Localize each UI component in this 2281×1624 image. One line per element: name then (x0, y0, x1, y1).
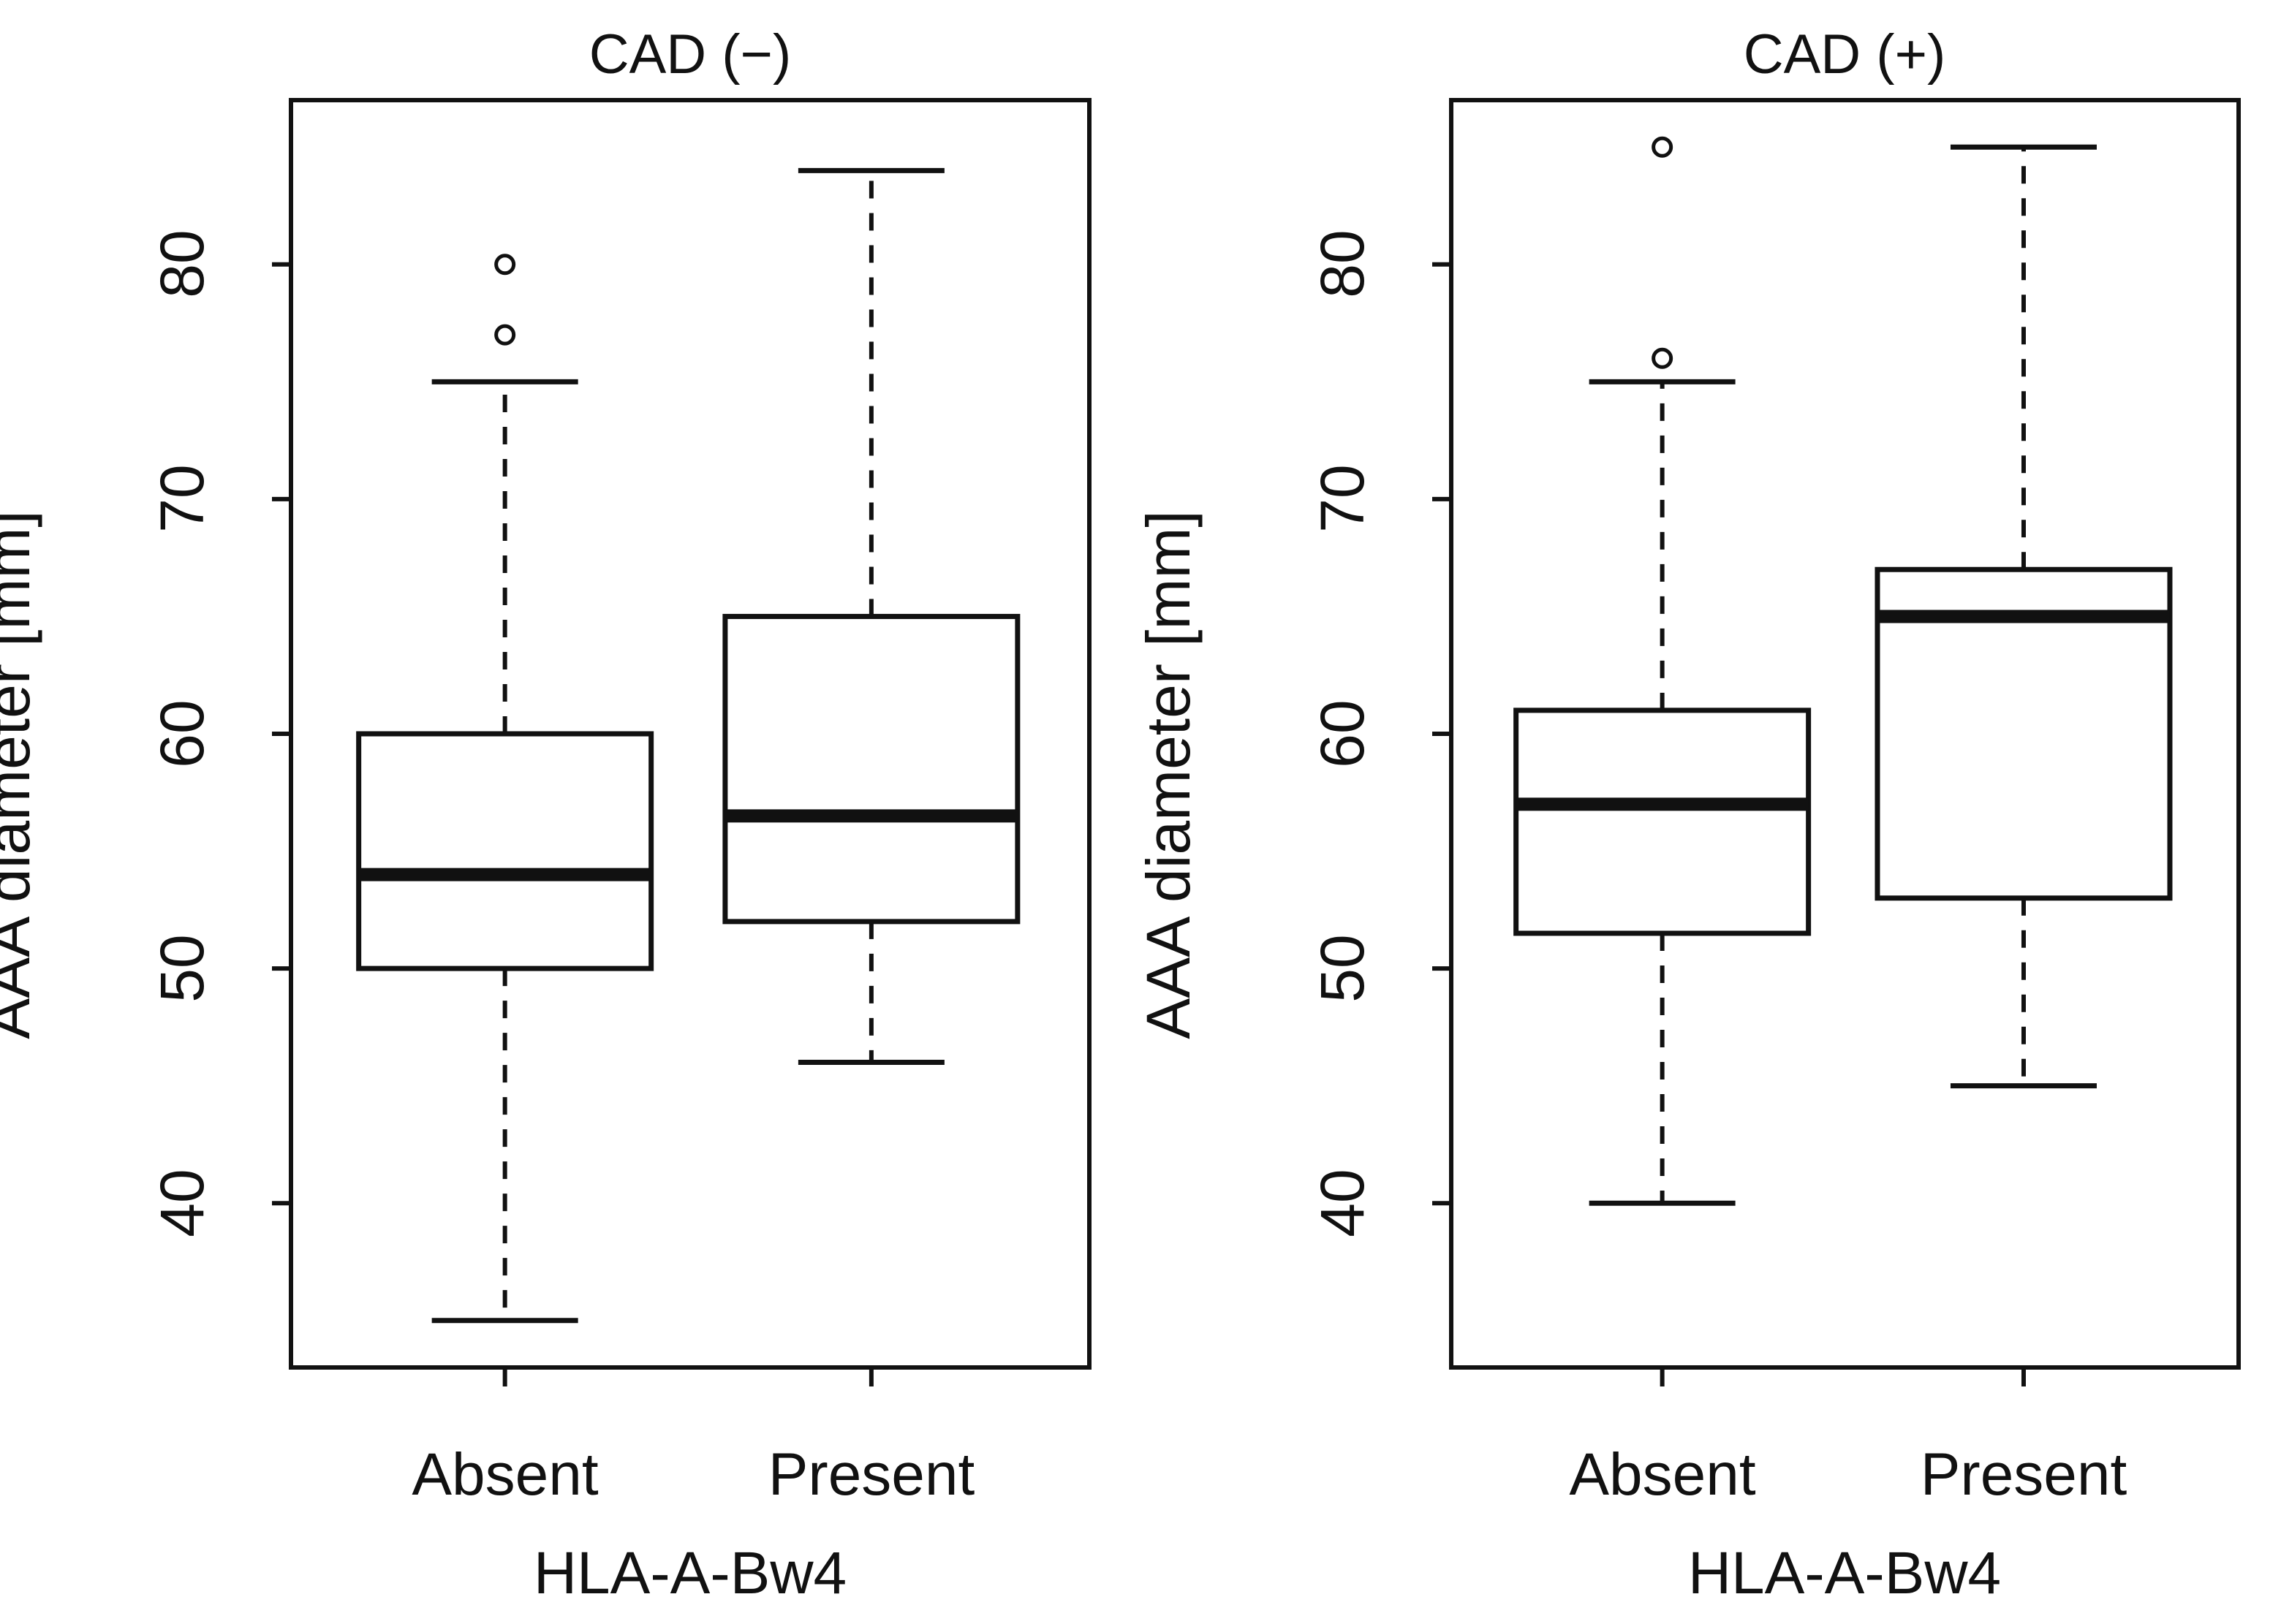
panel2-ytick-80: 80 (1308, 229, 1377, 297)
panel2-x-axis-label: HLA-A-Bw4 (1688, 1540, 2001, 1606)
panel2-plot-frame (1449, 98, 2241, 1370)
panel1-category-absent: Absent (412, 1441, 599, 1508)
panel1-absent-outlier-point (494, 324, 516, 346)
panel2-ytick-70: 70 (1308, 464, 1377, 532)
panel2-present-iqr-box (1875, 566, 2173, 901)
panel1-ytick-40: 40 (148, 1169, 216, 1237)
panel1-x-axis-label: HLA-A-Bw4 (534, 1540, 847, 1606)
panel2-category-absent: Absent (1569, 1441, 1756, 1508)
panel2-category-present: Present (1921, 1441, 2127, 1508)
panel2-ytick-60: 60 (1308, 699, 1377, 767)
panel1-y-axis-label: AAA diameter [mm] (0, 510, 42, 1039)
boxplot-marks-layer (272, 98, 2241, 1386)
panel1-ytick-80: 80 (148, 229, 216, 297)
panel2-absent-outlier-point (1652, 136, 1673, 158)
panel1-absent-outlier-point (494, 254, 516, 276)
panel1-present-iqr-box (722, 613, 1021, 925)
panel2-y-axis-label: AAA diameter [mm] (1134, 510, 1203, 1039)
panel1-ytick-70: 70 (148, 464, 216, 532)
panel2-ytick-50: 50 (1308, 934, 1377, 1002)
panel1-ytick-50: 50 (148, 934, 216, 1002)
panel2-absent-outlier-point (1652, 347, 1673, 369)
panel1-ytick-60: 60 (148, 699, 216, 767)
panel1-plot-frame (289, 98, 1092, 1370)
panel2-ytick-40: 40 (1308, 1169, 1377, 1237)
panel2-title: CAD (+) (1744, 23, 1946, 86)
panel1-absent-iqr-box (356, 731, 654, 971)
panel2-absent-iqr-box (1513, 707, 1812, 936)
panel1-title: CAD (−) (589, 23, 792, 86)
panel1-category-present: Present (768, 1441, 975, 1508)
